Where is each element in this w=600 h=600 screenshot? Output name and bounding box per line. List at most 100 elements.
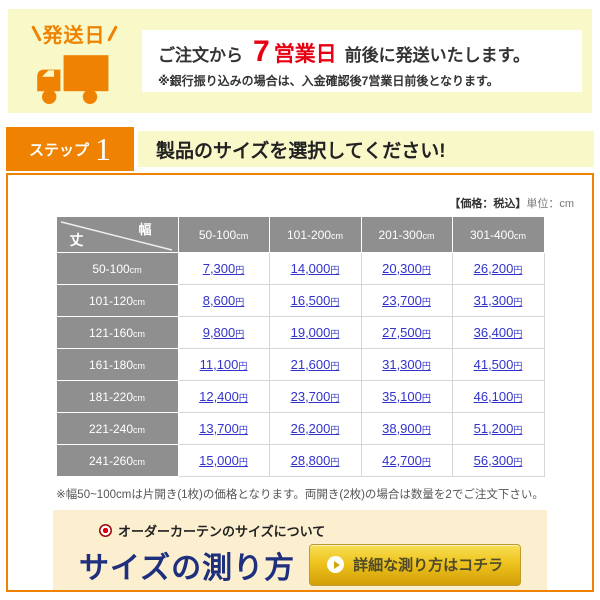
price-link[interactable]: 19,000円 — [291, 325, 340, 340]
price-currency-suffix: 円 — [513, 424, 523, 435]
price-cell: 26,200円 — [451, 252, 545, 285]
step-header: ステップ 1 製品のサイズを選択してください! — [6, 127, 594, 171]
price-cell: 46,100円 — [451, 380, 545, 413]
price-link[interactable]: 35,100円 — [382, 389, 431, 404]
column-header-cell: 201-300cm — [360, 216, 453, 253]
price-table-row: 241-260cm 15,000円 28,800円 42,700円 56,300円 — [55, 444, 545, 477]
target-bullet-icon — [99, 524, 112, 537]
bank-transfer-note: ※銀行振り込みの場合は、入金確認後7営業日前後となります。 — [158, 74, 499, 88]
price-cell: 41,500円 — [451, 348, 545, 381]
price-link[interactable]: 31,300円 — [382, 357, 431, 372]
price-currency-suffix: 円 — [421, 456, 431, 467]
price-currency-suffix: 円 — [513, 264, 523, 275]
column-header-cell: 301-400cm — [451, 216, 545, 253]
price-cell: 36,400円 — [451, 316, 545, 349]
price-link[interactable]: 12,400円 — [199, 389, 248, 404]
price-currency-suffix: 円 — [513, 360, 523, 371]
price-table-row: 221-240cm 13,700円 26,200円 38,900円 51,200円 — [55, 412, 545, 445]
price-table-row: 161-180cm 11,100円 21,600円 31,300円 41,500円 — [55, 348, 545, 381]
row-header-cell: 101-120cm — [55, 284, 179, 317]
price-link[interactable]: 23,700円 — [291, 389, 340, 404]
column-header-label: 101-200 — [286, 227, 332, 242]
price-link[interactable]: 11,100円 — [200, 357, 248, 372]
slash-right-decoration — [106, 25, 118, 42]
price-link[interactable]: 31,300円 — [474, 293, 523, 308]
price-link[interactable]: 15,000円 — [199, 453, 248, 468]
price-link[interactable]: 7,300円 — [203, 261, 245, 276]
price-link[interactable]: 13,700円 — [199, 421, 248, 436]
price-link[interactable]: 21,600円 — [291, 357, 340, 372]
price-cell: 35,100円 — [360, 380, 453, 413]
price-link[interactable]: 42,700円 — [382, 453, 431, 468]
price-value: 51,200 — [473, 420, 514, 436]
column-unit-label: cm — [422, 230, 435, 241]
price-cell: 12,400円 — [177, 380, 270, 413]
price-cell: 42,700円 — [360, 444, 453, 477]
measure-guide-box: オーダーカーテンのサイズについて サイズの測り方 詳細な測り方はコチラ — [53, 510, 547, 590]
price-footnote: ※幅50~100cmは片開き(1枚)の価格となります。両開き(2枚)の場合は数量… — [56, 489, 544, 501]
price-link[interactable]: 28,800円 — [291, 453, 340, 468]
business-days-number: 7 — [253, 35, 270, 68]
price-cell: 9,800円 — [177, 316, 270, 349]
price-value: 9,800 — [202, 324, 236, 340]
price-currency-suffix: 円 — [513, 392, 523, 403]
lead-time-suffix: 前後に発送いたします。 — [344, 46, 530, 65]
measure-detail-button[interactable]: 詳細な測り方はコチラ — [309, 544, 522, 586]
shipping-date-badge: 発送日 — [8, 9, 140, 113]
price-value: 20,300 — [382, 260, 422, 276]
price-link[interactable]: 9,800円 — [203, 325, 245, 340]
price-currency-suffix: 円 — [330, 328, 340, 339]
step-title-bar: 製品のサイズを選択してください! — [138, 131, 594, 167]
price-value: 28,800 — [290, 452, 331, 468]
price-cell: 31,300円 — [360, 348, 453, 381]
row-unit-label: cm — [133, 424, 146, 435]
price-table-body: 50-100cm 7,300円 14,000円 20,300円 26,200円 101-1… — [55, 252, 545, 477]
price-cell: 38,900円 — [360, 412, 453, 445]
price-link[interactable]: 14,000円 — [291, 261, 340, 276]
price-cell: 7,300円 — [177, 252, 270, 285]
step-label: ステップ — [28, 141, 89, 159]
price-link[interactable]: 8,600円 — [203, 293, 245, 308]
price-link[interactable]: 41,500円 — [474, 357, 523, 372]
column-unit-label: cm — [331, 230, 344, 241]
unit-cm-note: 単位：cm — [526, 198, 574, 210]
price-table-row: 181-220cm 12,400円 23,700円 35,100円 46,100円 — [55, 380, 545, 413]
price-table-row: 101-120cm 8,600円 16,500円 23,700円 31,300円 — [55, 284, 545, 317]
price-link[interactable]: 38,900円 — [382, 421, 431, 436]
price-value: 23,700 — [290, 388, 331, 404]
step-number: 1 — [95, 131, 111, 167]
row-header-cell: 121-160cm — [55, 316, 179, 349]
price-link[interactable]: 20,300円 — [382, 261, 431, 276]
price-cell: 21,600円 — [268, 348, 362, 381]
price-value: 56,300 — [473, 452, 514, 468]
row-header-cell: 221-240cm — [55, 412, 179, 445]
price-link[interactable]: 16,500円 — [291, 293, 340, 308]
price-currency-suffix: 円 — [330, 456, 340, 467]
price-link[interactable]: 36,400円 — [474, 325, 523, 340]
price-link[interactable]: 56,300円 — [474, 453, 523, 468]
price-currency-suffix: 円 — [238, 456, 248, 467]
price-value: 14,000 — [290, 260, 331, 276]
price-link[interactable]: 26,200円 — [474, 261, 523, 276]
price-value: 8,600 — [202, 292, 236, 308]
price-link[interactable]: 27,500円 — [382, 325, 431, 340]
price-table-row: 50-100cm 7,300円 14,000円 20,300円 26,200円 — [55, 252, 545, 285]
column-header-label: 50-100 — [198, 227, 237, 242]
price-currency-suffix: 円 — [421, 424, 431, 435]
price-link[interactable]: 46,100円 — [474, 389, 523, 404]
price-link[interactable]: 51,200円 — [474, 421, 523, 436]
price-link[interactable]: 26,200円 — [291, 421, 340, 436]
row-header-label: 221-240 — [88, 421, 134, 436]
row-header-label: 241-260 — [88, 453, 134, 468]
price-cell: 14,000円 — [268, 252, 362, 285]
price-unit-note: 【価格：税込】単位：cm — [8, 195, 574, 211]
price-value: 23,700 — [382, 292, 422, 308]
price-table-head-row: 幅 丈 50-100cm 101-200cm 201-300cm 301-400cm — [55, 216, 545, 253]
price-cell: 31,300円 — [451, 284, 545, 317]
price-cell: 11,100円 — [177, 348, 270, 381]
price-link[interactable]: 23,700円 — [382, 293, 431, 308]
price-cell: 28,800円 — [268, 444, 362, 477]
price-currency-suffix: 円 — [238, 392, 248, 403]
step-number-box: ステップ 1 — [6, 127, 134, 171]
